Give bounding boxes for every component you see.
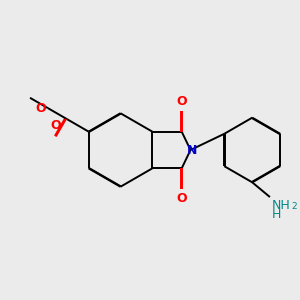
Text: O: O xyxy=(176,192,187,205)
Text: N: N xyxy=(187,143,197,157)
Text: H: H xyxy=(272,208,281,221)
Text: NH: NH xyxy=(272,199,290,212)
Text: O: O xyxy=(36,102,46,115)
Text: O: O xyxy=(176,95,187,108)
Text: 2: 2 xyxy=(291,202,297,211)
Text: O: O xyxy=(50,119,61,132)
